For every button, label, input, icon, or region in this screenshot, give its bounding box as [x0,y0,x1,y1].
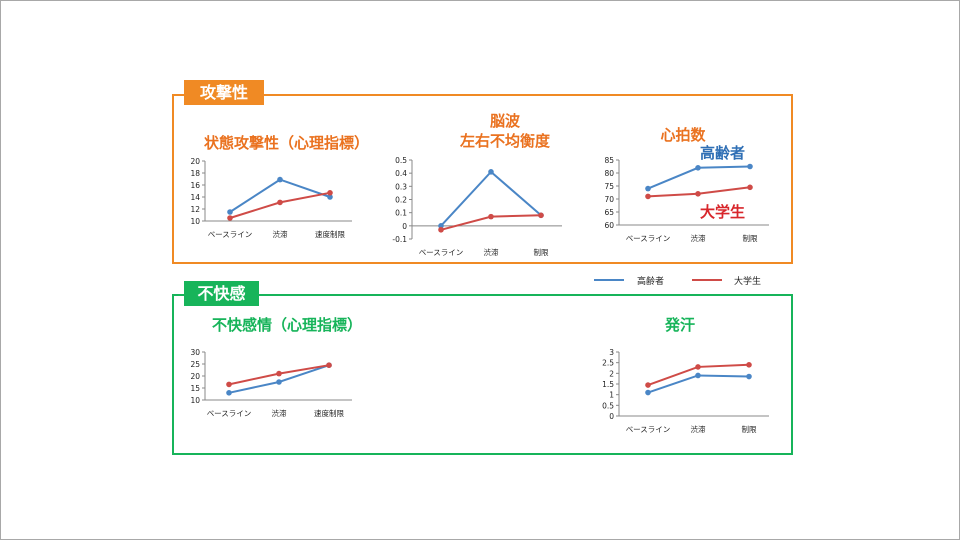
discomfort-section-tag: 不快感 [184,281,259,306]
heart-rate-elderly-label: 高齢者 [700,144,746,162]
discomfort-section-box [172,294,793,455]
legend-elderly-label: 高齢者 [637,277,665,287]
sweat-title: 発汗 [664,316,695,334]
state-aggression-title: 状態攻撃性（心理指標） [204,134,370,152]
discomfort-emotion-title: 不快感情（心理指標） [212,316,363,334]
eeg-title-line1: 脳波 [489,112,520,130]
heart-rate-title: 心拍数 [660,126,706,144]
heart-rate-students-label: 大学生 [700,203,746,221]
aggression-section-box [172,94,793,264]
eeg-title-line2: 左右不均衡度 [459,132,550,150]
aggression-section-tag: 攻撃性 [184,80,264,105]
legend-students-label: 大学生 [734,277,762,287]
